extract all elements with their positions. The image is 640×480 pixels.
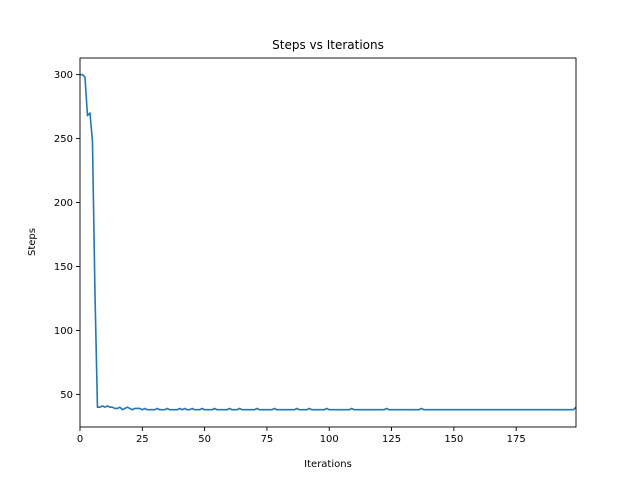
- y-tick-label: 250: [54, 134, 73, 145]
- y-tick-label: 300: [54, 70, 73, 81]
- x-tick-label: 75: [261, 434, 274, 445]
- x-tick-label: 25: [136, 434, 149, 445]
- x-tick-label: 0: [77, 434, 83, 445]
- x-tick-label: 125: [382, 434, 401, 445]
- plot-area: 0 25 50 75 100 125 150 175 50 100 150 200 250 300: [54, 57, 577, 445]
- chart-title: Steps vs Iterations: [272, 38, 384, 52]
- series-line-0: [80, 73, 576, 411]
- x-tick-label: 150: [444, 434, 463, 445]
- y-tick-label: 200: [54, 198, 73, 209]
- y-tick-label: 150: [54, 262, 73, 273]
- x-tick-label: 175: [507, 434, 526, 445]
- y-tick-label: 100: [54, 326, 73, 337]
- axes-frame: [79, 57, 577, 428]
- y-tick-label: 50: [60, 390, 73, 401]
- x-tick-label: 50: [198, 434, 211, 445]
- x-axis-label: Iterations: [304, 459, 352, 470]
- x-tick-label: 100: [320, 434, 339, 445]
- y-axis-label: Steps: [27, 228, 38, 256]
